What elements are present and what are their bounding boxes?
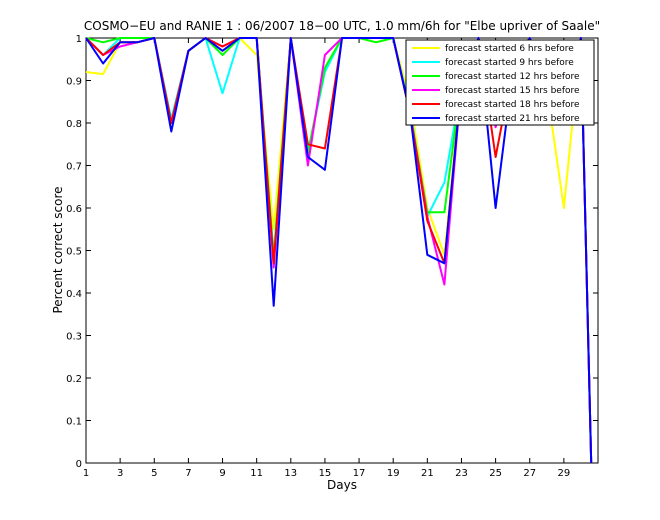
x-tick-label: 5 (151, 468, 157, 479)
legend-entry-1: forecast started 6 hrs before (445, 44, 574, 54)
y-tick-label: 0.5 (66, 247, 82, 258)
y-tick-label: 0.1 (66, 417, 82, 428)
x-tick-label: 29 (557, 468, 570, 479)
legend: forecast started 6 hrs before forecast st… (405, 39, 595, 126)
legend-entry-4: forecast started 15 hrs before (445, 86, 580, 96)
y-tick-label: 1 (76, 34, 82, 45)
y-axis-label: Percent correct score (51, 186, 65, 313)
y-tick-label: 0.6 (66, 204, 82, 215)
x-tick-label: 19 (387, 468, 400, 479)
legend-entry-2: forecast started 9 hrs before (445, 58, 574, 68)
x-tick-label: 9 (219, 468, 225, 479)
x-tick-label: 13 (284, 468, 297, 479)
x-tick-label: 25 (489, 468, 502, 479)
x-tick-label: 27 (523, 468, 536, 479)
y-tick-label: 0.3 (66, 332, 82, 343)
x-tick-label: 3 (117, 468, 123, 479)
legend-box (405, 39, 595, 126)
legend-entry-5: forecast started 18 hrs before (445, 100, 580, 110)
y-tick-label: 0 (76, 459, 82, 470)
x-tick-label: 17 (353, 468, 366, 479)
y-tick-label: 0.2 (66, 374, 82, 385)
y-tick-label: 0.8 (66, 119, 82, 130)
legend-entry-3: forecast started 12 hrs before (445, 72, 580, 82)
y-tick-label: 0.9 (66, 77, 82, 88)
y-tick-label: 0.7 (66, 162, 82, 173)
x-tick-label: 1 (83, 468, 89, 479)
x-tick-label: 11 (250, 468, 263, 479)
x-tick-label: 15 (319, 468, 332, 479)
y-tick-label: 0.4 (66, 289, 82, 300)
x-axis-label: Days (327, 478, 357, 492)
x-tick-label: 21 (421, 468, 434, 479)
x-tick-label: 7 (185, 468, 191, 479)
chart-title: COSMO−EU and RANIE 1 : 06/2007 18−00 UTC… (84, 19, 600, 33)
legend-entry-6: forecast started 21 hrs before (445, 114, 580, 124)
x-tick-label: 23 (455, 468, 468, 479)
